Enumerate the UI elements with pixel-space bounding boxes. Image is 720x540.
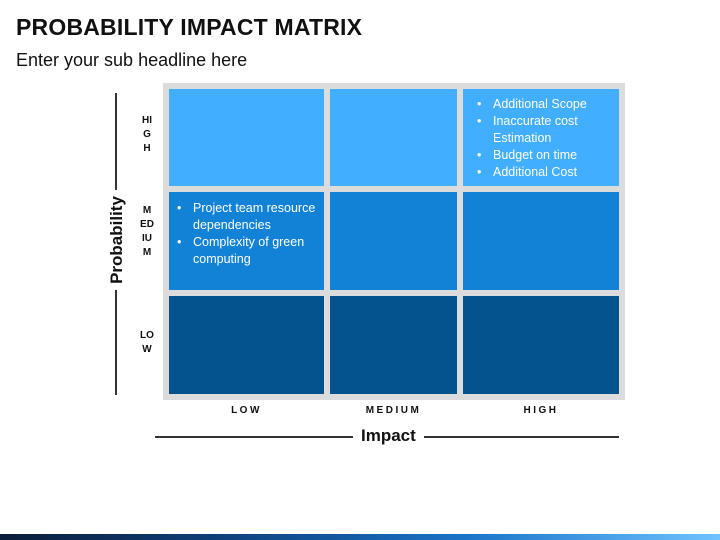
list-item: Additional Cost — [469, 164, 619, 181]
list-item: Complexity of green computing — [169, 234, 324, 268]
cell-medium-probability-high-impact — [463, 192, 619, 290]
cell-low-probability-low-impact — [169, 296, 324, 394]
y-level-high: HIGH — [142, 115, 152, 154]
list-item: Budget on time — [469, 147, 619, 164]
list-item: Additional Scope — [469, 96, 619, 113]
cell-high-probability-medium-impact — [330, 89, 457, 186]
cell-high-probability-high-impact: Additional Scope Inaccurate cost Estimat… — [463, 89, 619, 186]
y-axis-label: Probability — [107, 190, 127, 290]
footer-accent-bar — [0, 534, 720, 540]
list-item: Project team resource dependencies — [169, 200, 324, 234]
page-title: PROBABILITY IMPACT MATRIX — [16, 14, 363, 40]
risk-list: Additional Scope Inaccurate cost Estimat… — [463, 89, 619, 181]
page-subtitle: Enter your sub headline here — [16, 50, 248, 70]
cell-low-probability-medium-impact — [330, 296, 457, 394]
x-level-high: HIGH — [523, 405, 559, 416]
list-item: Inaccurate cost Estimation — [469, 113, 619, 147]
x-level-medium: MEDIUM — [365, 405, 422, 416]
y-level-medium: MEDIUM — [140, 205, 154, 258]
cell-low-probability-high-impact — [463, 296, 619, 394]
cell-medium-probability-medium-impact — [330, 192, 457, 290]
x-level-low: LOW — [231, 405, 262, 416]
y-level-low: LOW — [140, 330, 154, 355]
cell-medium-probability-low-impact: Project team resource dependencies Compl… — [169, 192, 324, 290]
cell-high-probability-low-impact — [169, 89, 324, 186]
risk-list: Project team resource dependencies Compl… — [169, 192, 324, 268]
x-axis-label: Impact — [353, 426, 424, 446]
